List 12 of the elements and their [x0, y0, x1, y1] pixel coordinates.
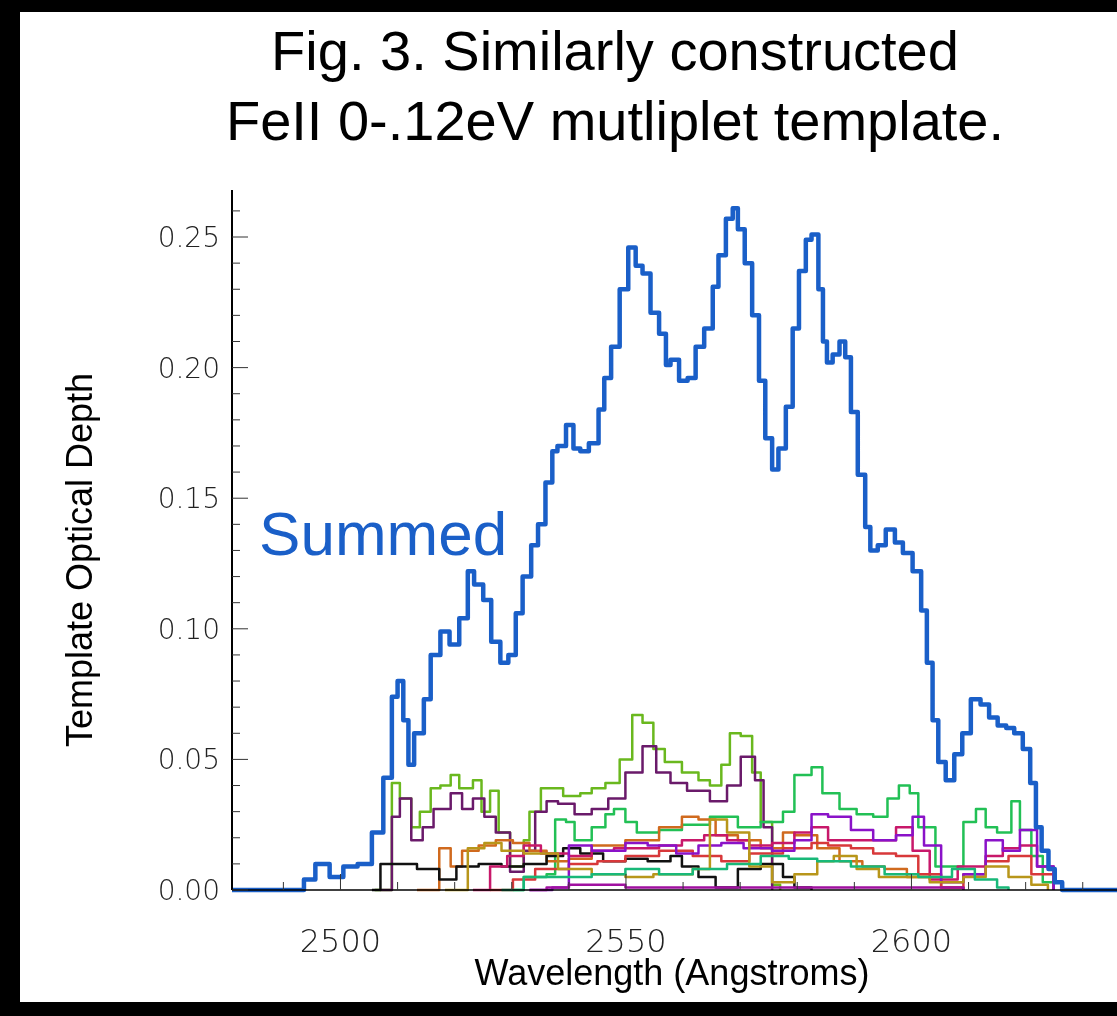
series-label: Summed: [259, 499, 508, 569]
x-tick-label: 2500: [299, 922, 382, 960]
y-tick-label: 0.20: [157, 351, 220, 385]
y-tick-label: 0.15: [157, 482, 220, 516]
x-axis-title: Wavelength (Angstroms): [474, 952, 870, 993]
y-tick-label: 0.25: [157, 221, 220, 255]
y-tick-label: 0.00: [157, 874, 220, 907]
y-tick-label: 0.05: [157, 743, 220, 777]
chart-title: Fig. 3. Similarly constructed FeII 0-.12eV mutliplet template.: [225, 19, 1005, 152]
y-tick-label: 0.10: [157, 612, 220, 646]
y-axis-title: Template Optical Depth: [59, 372, 100, 748]
x-tick-label: 2600: [870, 922, 953, 960]
